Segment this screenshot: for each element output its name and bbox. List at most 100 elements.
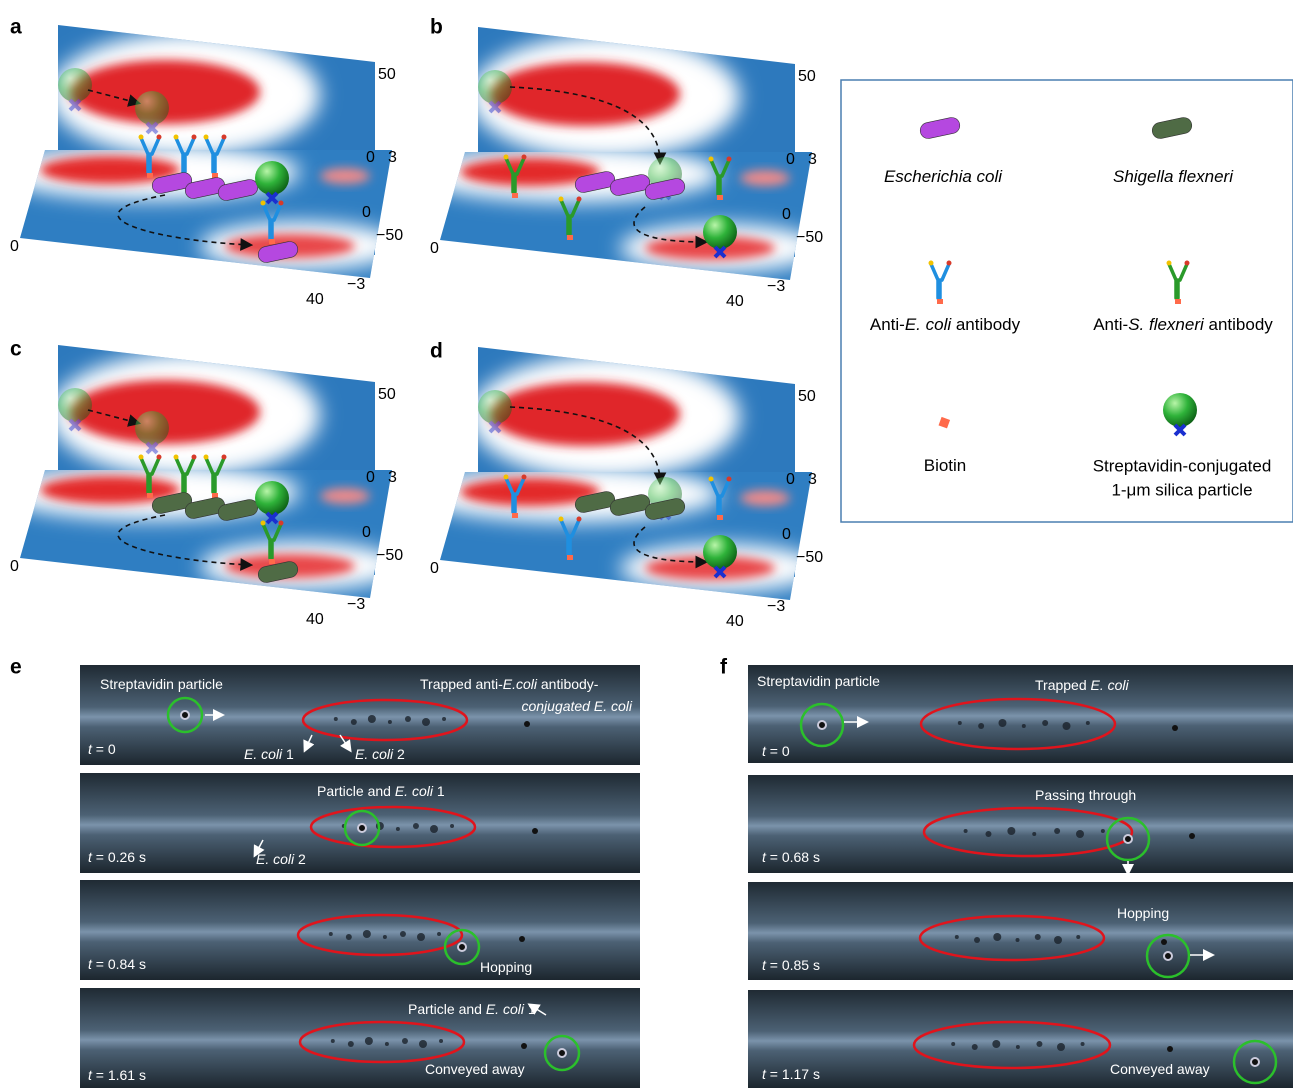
cell-dot: [363, 930, 371, 938]
panel-label: f: [720, 656, 728, 679]
cell-dot: [964, 829, 968, 833]
annotation: Conveyed away: [425, 1061, 525, 1077]
particle-sphere: [135, 411, 169, 445]
text-part: = 0.85 s: [766, 957, 820, 973]
axis-label: 3: [388, 469, 397, 486]
text-part: 1: [282, 746, 294, 762]
antibody-tip: [522, 475, 527, 480]
axis-label: −3: [347, 276, 365, 293]
antibody-tip: [577, 517, 582, 522]
cell-dot: [955, 935, 959, 939]
antibody-tip: [279, 201, 284, 206]
antibody-tip: [577, 197, 582, 202]
cell-dot: [974, 937, 980, 943]
debris: [519, 936, 525, 942]
text-part: = 1.17 s: [766, 1066, 820, 1082]
cell-dot: [334, 717, 338, 721]
text-part: antibody: [951, 315, 1020, 334]
biotin: [937, 299, 943, 304]
floor-plane: [420, 466, 820, 607]
field-high: [490, 62, 680, 126]
antibody-tip: [522, 155, 527, 160]
particle: [1163, 393, 1197, 435]
floor-plane: [0, 464, 400, 605]
cell-dot: [1032, 832, 1036, 836]
biotin: [717, 515, 723, 520]
text-part: Streptavidin particle: [757, 673, 880, 689]
annotation: conjugated E. coli: [521, 698, 632, 714]
axis-label: −3: [767, 278, 785, 295]
cell-dot: [992, 1040, 1000, 1048]
cell-dot: [385, 1042, 389, 1046]
antibody-tip: [157, 455, 162, 460]
antibody-tip: [222, 135, 227, 140]
cell-dot: [442, 717, 446, 721]
text-part: Trapped anti-: [420, 676, 503, 692]
text-part: = 0: [766, 743, 790, 759]
antibody-tip: [1167, 261, 1172, 266]
biotin: [567, 235, 573, 240]
antibody-tip: [139, 135, 144, 140]
text-part: Trapped: [1035, 677, 1091, 693]
biotin: [512, 193, 518, 198]
cell-dot: [1035, 934, 1041, 940]
legend-label: Shigella flexneri: [1113, 167, 1234, 186]
annotation: E. coli 2: [256, 851, 306, 867]
text-part: Biotin: [924, 456, 967, 475]
antibody-tip: [559, 517, 564, 522]
text-part: Conveyed away: [1110, 1061, 1210, 1077]
cell-dot: [951, 1042, 955, 1046]
frame: [80, 880, 640, 980]
micrograph: [748, 990, 1293, 1088]
annotation: Hopping: [1117, 905, 1169, 921]
axis-label: −3: [347, 596, 365, 613]
text-part: = 0.68 s: [766, 849, 820, 865]
text-part: antibody-: [537, 676, 599, 692]
antibody-tip: [929, 261, 934, 266]
panel-label: a: [10, 16, 22, 39]
antibody-tip: [192, 455, 197, 460]
biotin: [512, 513, 518, 518]
figure: a50030−50−3040b50030−50−3040c50030−50−30…: [0, 0, 1293, 1088]
debris: [521, 1043, 527, 1049]
cell-dot: [450, 824, 454, 828]
antibody-tip: [727, 477, 732, 482]
cell-dot: [437, 932, 441, 936]
axis-label: −3: [767, 598, 785, 615]
text-part: conjugated E. coli: [521, 698, 632, 714]
field-high: [320, 488, 370, 504]
time-label: t = 0: [88, 741, 116, 757]
annotation: Trapped anti-E.coli antibody-: [420, 676, 599, 692]
axis-label: −50: [796, 229, 823, 246]
text-part: 2: [393, 746, 405, 762]
particle-image: [458, 943, 466, 951]
cell-dot: [998, 719, 1006, 727]
legend-label: Anti-S. flexneri antibody: [1093, 315, 1273, 334]
particle-sphere: [255, 481, 289, 515]
cell-dot: [985, 831, 991, 837]
axis-label: 0: [430, 560, 439, 577]
cell-dot: [993, 933, 1001, 941]
cell-dot: [972, 1044, 978, 1050]
axis-label: 0: [782, 526, 791, 543]
cell-dot: [348, 1041, 354, 1047]
axis-label: 0: [362, 204, 371, 221]
particle-sphere: [58, 68, 92, 102]
annotation: Particle and E. coli 1: [408, 1001, 536, 1017]
debris: [1161, 939, 1167, 945]
panel-label: e: [10, 656, 22, 679]
schematic: 50030−50−3040: [0, 20, 403, 308]
particle-sphere: [1163, 393, 1197, 427]
cell-dot: [400, 931, 406, 937]
cell-dot: [1042, 720, 1048, 726]
particle-image: [1164, 952, 1172, 960]
particle-sphere: [478, 390, 512, 424]
biotin: [1175, 299, 1181, 304]
floor-plane: [420, 146, 820, 287]
antibody-body: [1169, 264, 1187, 298]
particle-image: [558, 1049, 566, 1057]
axis-label: 40: [306, 291, 324, 308]
antibody-body: [931, 264, 949, 298]
annotation: E. coli 1: [244, 746, 294, 762]
antibody-tip: [947, 261, 952, 266]
